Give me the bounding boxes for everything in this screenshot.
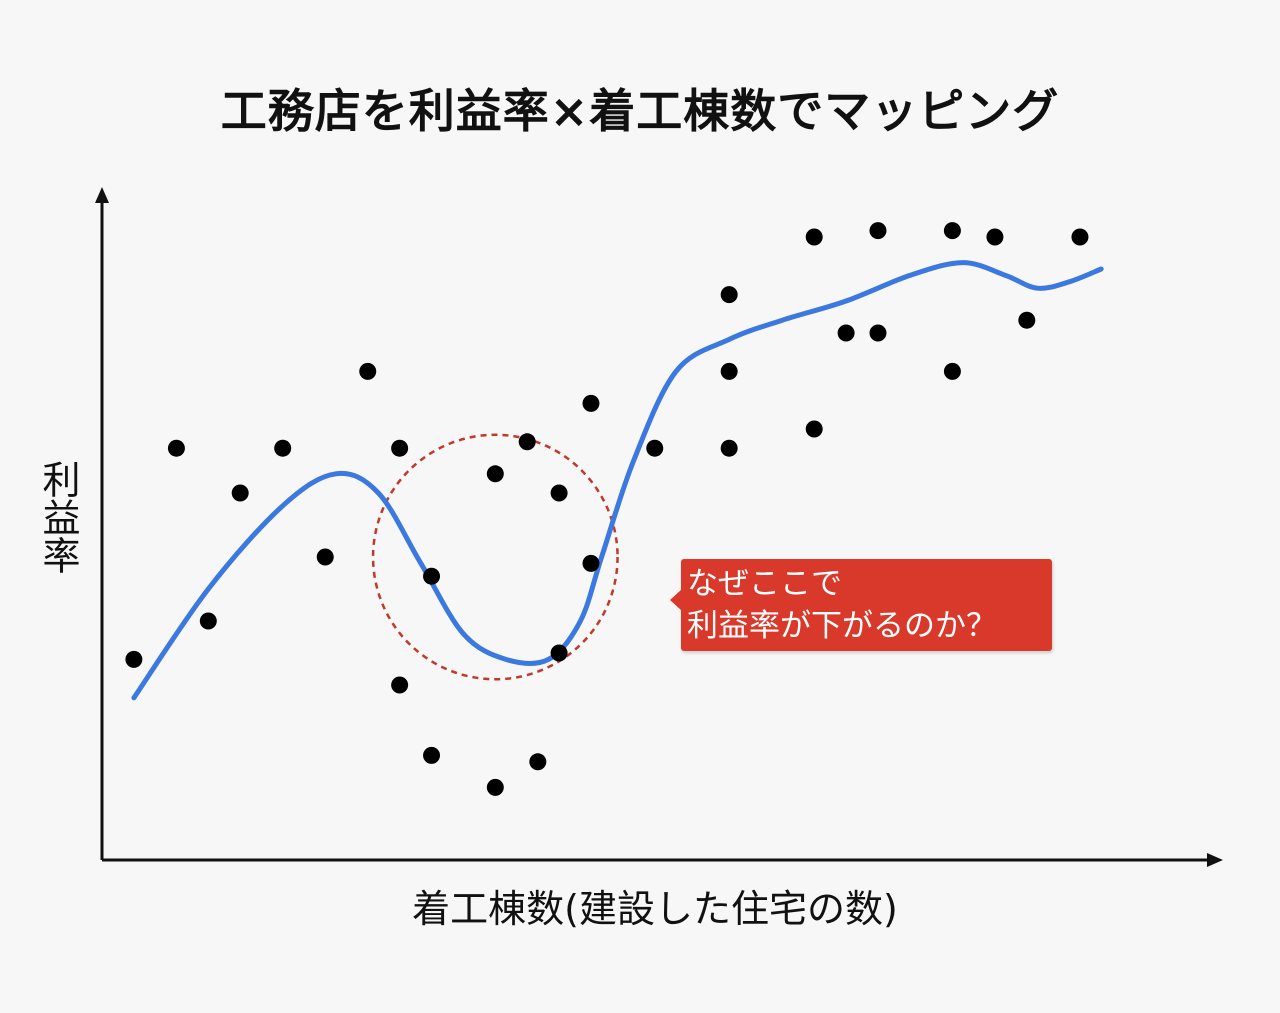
- trend-line: [131, 260, 1104, 701]
- data-point: [550, 644, 568, 662]
- x-axis-arrow: [1207, 853, 1223, 867]
- data-point: [550, 484, 568, 502]
- data-point: [986, 228, 1004, 246]
- chart-title: 工務店を利益率×着工棟数でマッピング: [220, 84, 1060, 138]
- data-point: [199, 612, 217, 630]
- data-point: [486, 465, 504, 483]
- data-point: [720, 286, 738, 304]
- callout-pointer: [670, 589, 682, 611]
- y-axis-arrow: [95, 187, 109, 203]
- data-point: [582, 394, 600, 412]
- data-point: [359, 362, 377, 380]
- data-point: [646, 439, 664, 457]
- data-point: [805, 228, 823, 246]
- data-point: [274, 439, 292, 457]
- data-point: [529, 753, 547, 771]
- data-point: [582, 554, 600, 572]
- data-point: [518, 433, 536, 451]
- data-point: [943, 222, 961, 240]
- y-axis-label: 利益率: [36, 460, 80, 574]
- x-axis-label: 着工棟数(建設した住宅の数): [412, 887, 898, 931]
- data-point: [869, 222, 887, 240]
- data-point: [423, 746, 441, 764]
- data-point: [1071, 228, 1089, 246]
- data-point: [231, 484, 249, 502]
- data-point: [391, 676, 409, 694]
- data-point: [391, 439, 409, 457]
- data-point: [837, 324, 855, 342]
- data-point: [805, 420, 823, 438]
- data-point: [720, 362, 738, 380]
- data-point: [167, 439, 185, 457]
- data-point: [943, 362, 961, 380]
- data-point: [486, 778, 504, 796]
- data-point: [423, 567, 441, 585]
- annotation-callout: なぜここで 利益率が下がるのか？: [670, 559, 1052, 651]
- data-point: [316, 548, 334, 566]
- highlight-circle: [371, 433, 619, 681]
- data-point: [869, 324, 887, 342]
- data-point: [125, 650, 143, 668]
- data-point: [720, 439, 738, 457]
- annotation-text: なぜここで 利益率が下がるのか？: [687, 566, 997, 644]
- data-point: [1018, 311, 1036, 329]
